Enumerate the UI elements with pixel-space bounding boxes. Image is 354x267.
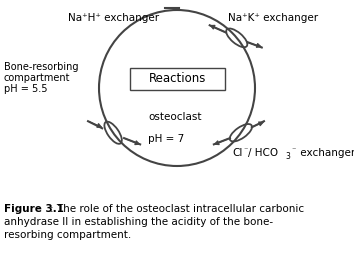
Text: Na⁺H⁺ exchanger: Na⁺H⁺ exchanger <box>68 13 159 23</box>
Text: ⁻: ⁻ <box>243 145 247 154</box>
Text: 3: 3 <box>285 152 290 161</box>
Text: ⁻: ⁻ <box>291 145 295 154</box>
Text: pH = 5.5: pH = 5.5 <box>4 84 47 94</box>
Text: : The role of the osteoclast intracellular carbonic: : The role of the osteoclast intracellul… <box>50 204 304 214</box>
Text: pH = 7: pH = 7 <box>148 134 184 144</box>
Text: Figure 3.1: Figure 3.1 <box>4 204 64 214</box>
Text: Na⁺K⁺ exchanger: Na⁺K⁺ exchanger <box>228 13 318 23</box>
Text: exchanger: exchanger <box>297 148 354 158</box>
Text: / HCO: / HCO <box>248 148 278 158</box>
Text: resorbing compartment.: resorbing compartment. <box>4 230 131 240</box>
Text: osteoclast: osteoclast <box>148 112 201 122</box>
Bar <box>130 68 225 90</box>
Text: Bone-resorbing: Bone-resorbing <box>4 62 79 72</box>
Text: compartment: compartment <box>4 73 70 83</box>
Text: Cl: Cl <box>232 148 242 158</box>
Text: Reactions: Reactions <box>149 73 206 85</box>
Text: anhydrase II in establishing the acidity of the bone-: anhydrase II in establishing the acidity… <box>4 217 273 227</box>
